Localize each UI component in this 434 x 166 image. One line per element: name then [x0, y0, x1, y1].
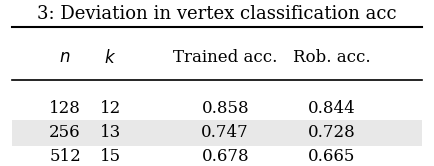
- Text: 0.844: 0.844: [308, 100, 356, 117]
- Text: 0.858: 0.858: [201, 100, 249, 117]
- Text: 12: 12: [99, 100, 121, 117]
- Text: 0.678: 0.678: [201, 148, 249, 165]
- Text: 3: Deviation in vertex classification acc: 3: Deviation in vertex classification ac…: [37, 5, 397, 23]
- Text: 0.665: 0.665: [308, 148, 356, 165]
- Text: Trained acc.: Trained acc.: [173, 49, 277, 66]
- Text: $n$: $n$: [59, 49, 71, 66]
- Text: 13: 13: [99, 124, 121, 141]
- Text: 512: 512: [49, 148, 81, 165]
- Text: Rob. acc.: Rob. acc.: [293, 49, 371, 66]
- Text: 15: 15: [100, 148, 121, 165]
- FancyBboxPatch shape: [12, 120, 422, 146]
- Text: 0.728: 0.728: [308, 124, 356, 141]
- Text: 256: 256: [49, 124, 81, 141]
- Text: 128: 128: [49, 100, 81, 117]
- Text: 0.747: 0.747: [201, 124, 249, 141]
- Text: $k$: $k$: [104, 49, 116, 67]
